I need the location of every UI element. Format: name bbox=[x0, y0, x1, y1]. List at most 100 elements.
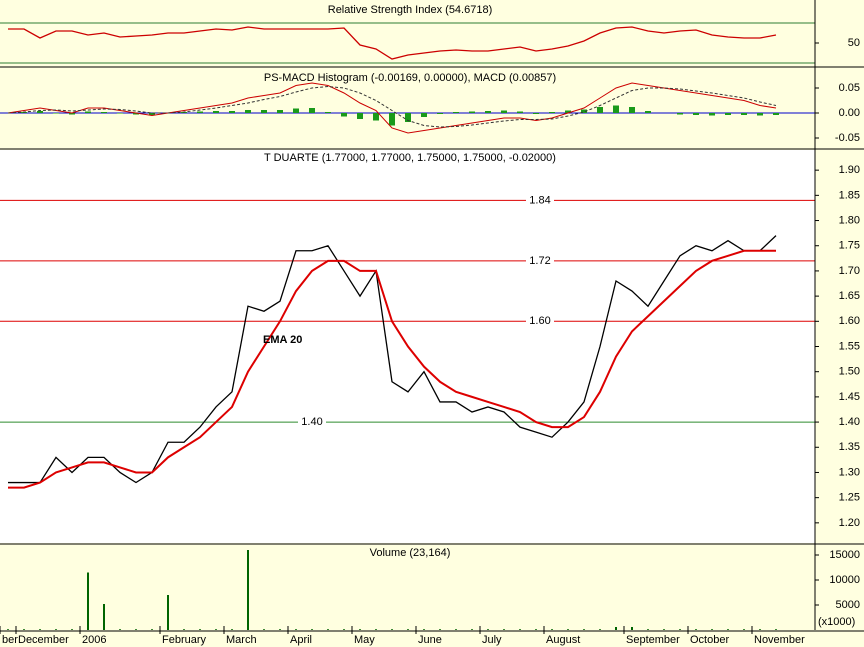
panel-title: Volume (23,164) bbox=[370, 547, 451, 559]
y-tick-label: 1.50 bbox=[839, 366, 860, 378]
volume-bar bbox=[103, 604, 105, 630]
volume-bar bbox=[7, 629, 9, 630]
y-tick-label: 50 bbox=[848, 37, 860, 49]
histogram-bar bbox=[133, 113, 139, 115]
histogram-bar bbox=[709, 113, 715, 116]
y-tick-label: 1.60 bbox=[839, 315, 860, 327]
histogram-bar bbox=[741, 113, 747, 115]
x-tick-label: December bbox=[18, 634, 69, 646]
volume-bar bbox=[615, 627, 617, 630]
volume-bar bbox=[487, 629, 489, 630]
histogram-bar bbox=[613, 105, 619, 113]
volume-bar bbox=[679, 629, 681, 630]
x-tick-label: February bbox=[162, 634, 207, 646]
volume-bar bbox=[631, 627, 633, 630]
volume-bar bbox=[711, 629, 713, 630]
x-tick-label: June bbox=[418, 634, 442, 646]
histogram-bar bbox=[437, 113, 443, 114]
x-tick-label: April bbox=[290, 634, 312, 646]
histogram-bar bbox=[389, 113, 395, 126]
volume-bar bbox=[231, 629, 233, 630]
series-line bbox=[8, 249, 776, 489]
histogram-bar bbox=[501, 110, 507, 113]
volume-bar bbox=[663, 629, 665, 630]
y-tick-label: 0.00 bbox=[839, 107, 860, 119]
level-label: 1.84 bbox=[529, 194, 550, 206]
level-label-bg bbox=[298, 416, 326, 429]
histogram-bar bbox=[117, 113, 123, 114]
panel-title: T DUARTE (1.77000, 1.77000, 1.75000, 1.7… bbox=[264, 152, 556, 164]
histogram-bar bbox=[373, 113, 379, 121]
y-tick-label: 1.90 bbox=[839, 164, 860, 176]
x-tick-label: March bbox=[226, 634, 257, 646]
volume-bar bbox=[423, 629, 425, 630]
panel-title: PS-MACD Histogram (-0.00169, 0.00000), M… bbox=[264, 72, 556, 84]
histogram-bar bbox=[453, 112, 459, 113]
panel-title: Relative Strength Index (54.6718) bbox=[328, 4, 493, 16]
histogram-bar bbox=[549, 112, 555, 113]
histogram-bar bbox=[421, 113, 427, 117]
histogram-bar bbox=[725, 113, 731, 115]
y-tick-label: 15000 bbox=[829, 549, 860, 561]
volume-bar bbox=[535, 629, 537, 630]
histogram-bar bbox=[629, 107, 635, 113]
y-tick-label: 1.65 bbox=[839, 290, 860, 302]
volume-bar bbox=[119, 629, 121, 630]
y-tick-label: 1.20 bbox=[839, 517, 860, 529]
volume-bar bbox=[727, 629, 729, 630]
volume-bar bbox=[743, 629, 745, 630]
level-label: 1.40 bbox=[301, 416, 322, 428]
histogram-bar bbox=[53, 113, 59, 114]
histogram-bar bbox=[293, 108, 299, 113]
volume-bar bbox=[359, 629, 361, 630]
x-tick-label: August bbox=[546, 634, 580, 646]
volume-bar bbox=[199, 629, 201, 630]
histogram-bar bbox=[37, 111, 43, 113]
level-label-bg bbox=[526, 315, 554, 328]
y-tick-label: 1.80 bbox=[839, 214, 860, 226]
y-tick-label: 0.05 bbox=[839, 82, 860, 94]
volume-bar bbox=[567, 629, 569, 630]
volume-bar bbox=[439, 629, 441, 630]
x-tick-label: July bbox=[482, 634, 502, 646]
volume-bar bbox=[247, 550, 249, 630]
volume-bar bbox=[519, 629, 521, 630]
histogram-bar bbox=[69, 113, 75, 115]
x-tick-label: November bbox=[754, 634, 805, 646]
volume-bar bbox=[375, 629, 377, 630]
volume-bar bbox=[647, 629, 649, 630]
histogram-bar bbox=[245, 110, 251, 113]
x-tick-label: 2006 bbox=[82, 634, 106, 646]
y-tick-label: 1.55 bbox=[839, 340, 860, 352]
volume-bar bbox=[407, 629, 409, 630]
series-line bbox=[8, 26, 777, 60]
histogram-bar bbox=[229, 111, 235, 113]
histogram-bar bbox=[325, 112, 331, 113]
volume-bar bbox=[327, 629, 329, 630]
histogram-bar bbox=[85, 111, 91, 113]
series-label: EMA 20 bbox=[263, 334, 302, 346]
volume-bar bbox=[167, 595, 169, 630]
histogram-bar bbox=[485, 111, 491, 113]
volume-bar bbox=[695, 629, 697, 630]
volume-bar bbox=[183, 629, 185, 630]
histogram-bar bbox=[597, 107, 603, 113]
y-tick-label: 10000 bbox=[829, 574, 860, 586]
y-tick-label: 5000 bbox=[836, 599, 860, 611]
volume-bar bbox=[583, 629, 585, 630]
unit-label: (x1000) bbox=[818, 616, 855, 628]
volume-bar bbox=[775, 629, 777, 630]
histogram-bar bbox=[341, 113, 347, 117]
series-line bbox=[8, 235, 777, 484]
histogram-bar bbox=[693, 113, 699, 115]
volume-bar bbox=[551, 629, 553, 630]
volume-bar bbox=[71, 629, 73, 630]
volume-bar bbox=[759, 629, 761, 630]
y-tick-label: 1.25 bbox=[839, 492, 860, 504]
y-tick-label: 1.75 bbox=[839, 240, 860, 252]
histogram-bar bbox=[645, 111, 651, 113]
volume-bar bbox=[471, 629, 473, 630]
level-label-bg bbox=[526, 254, 554, 267]
y-tick-label: 1.40 bbox=[839, 416, 860, 428]
